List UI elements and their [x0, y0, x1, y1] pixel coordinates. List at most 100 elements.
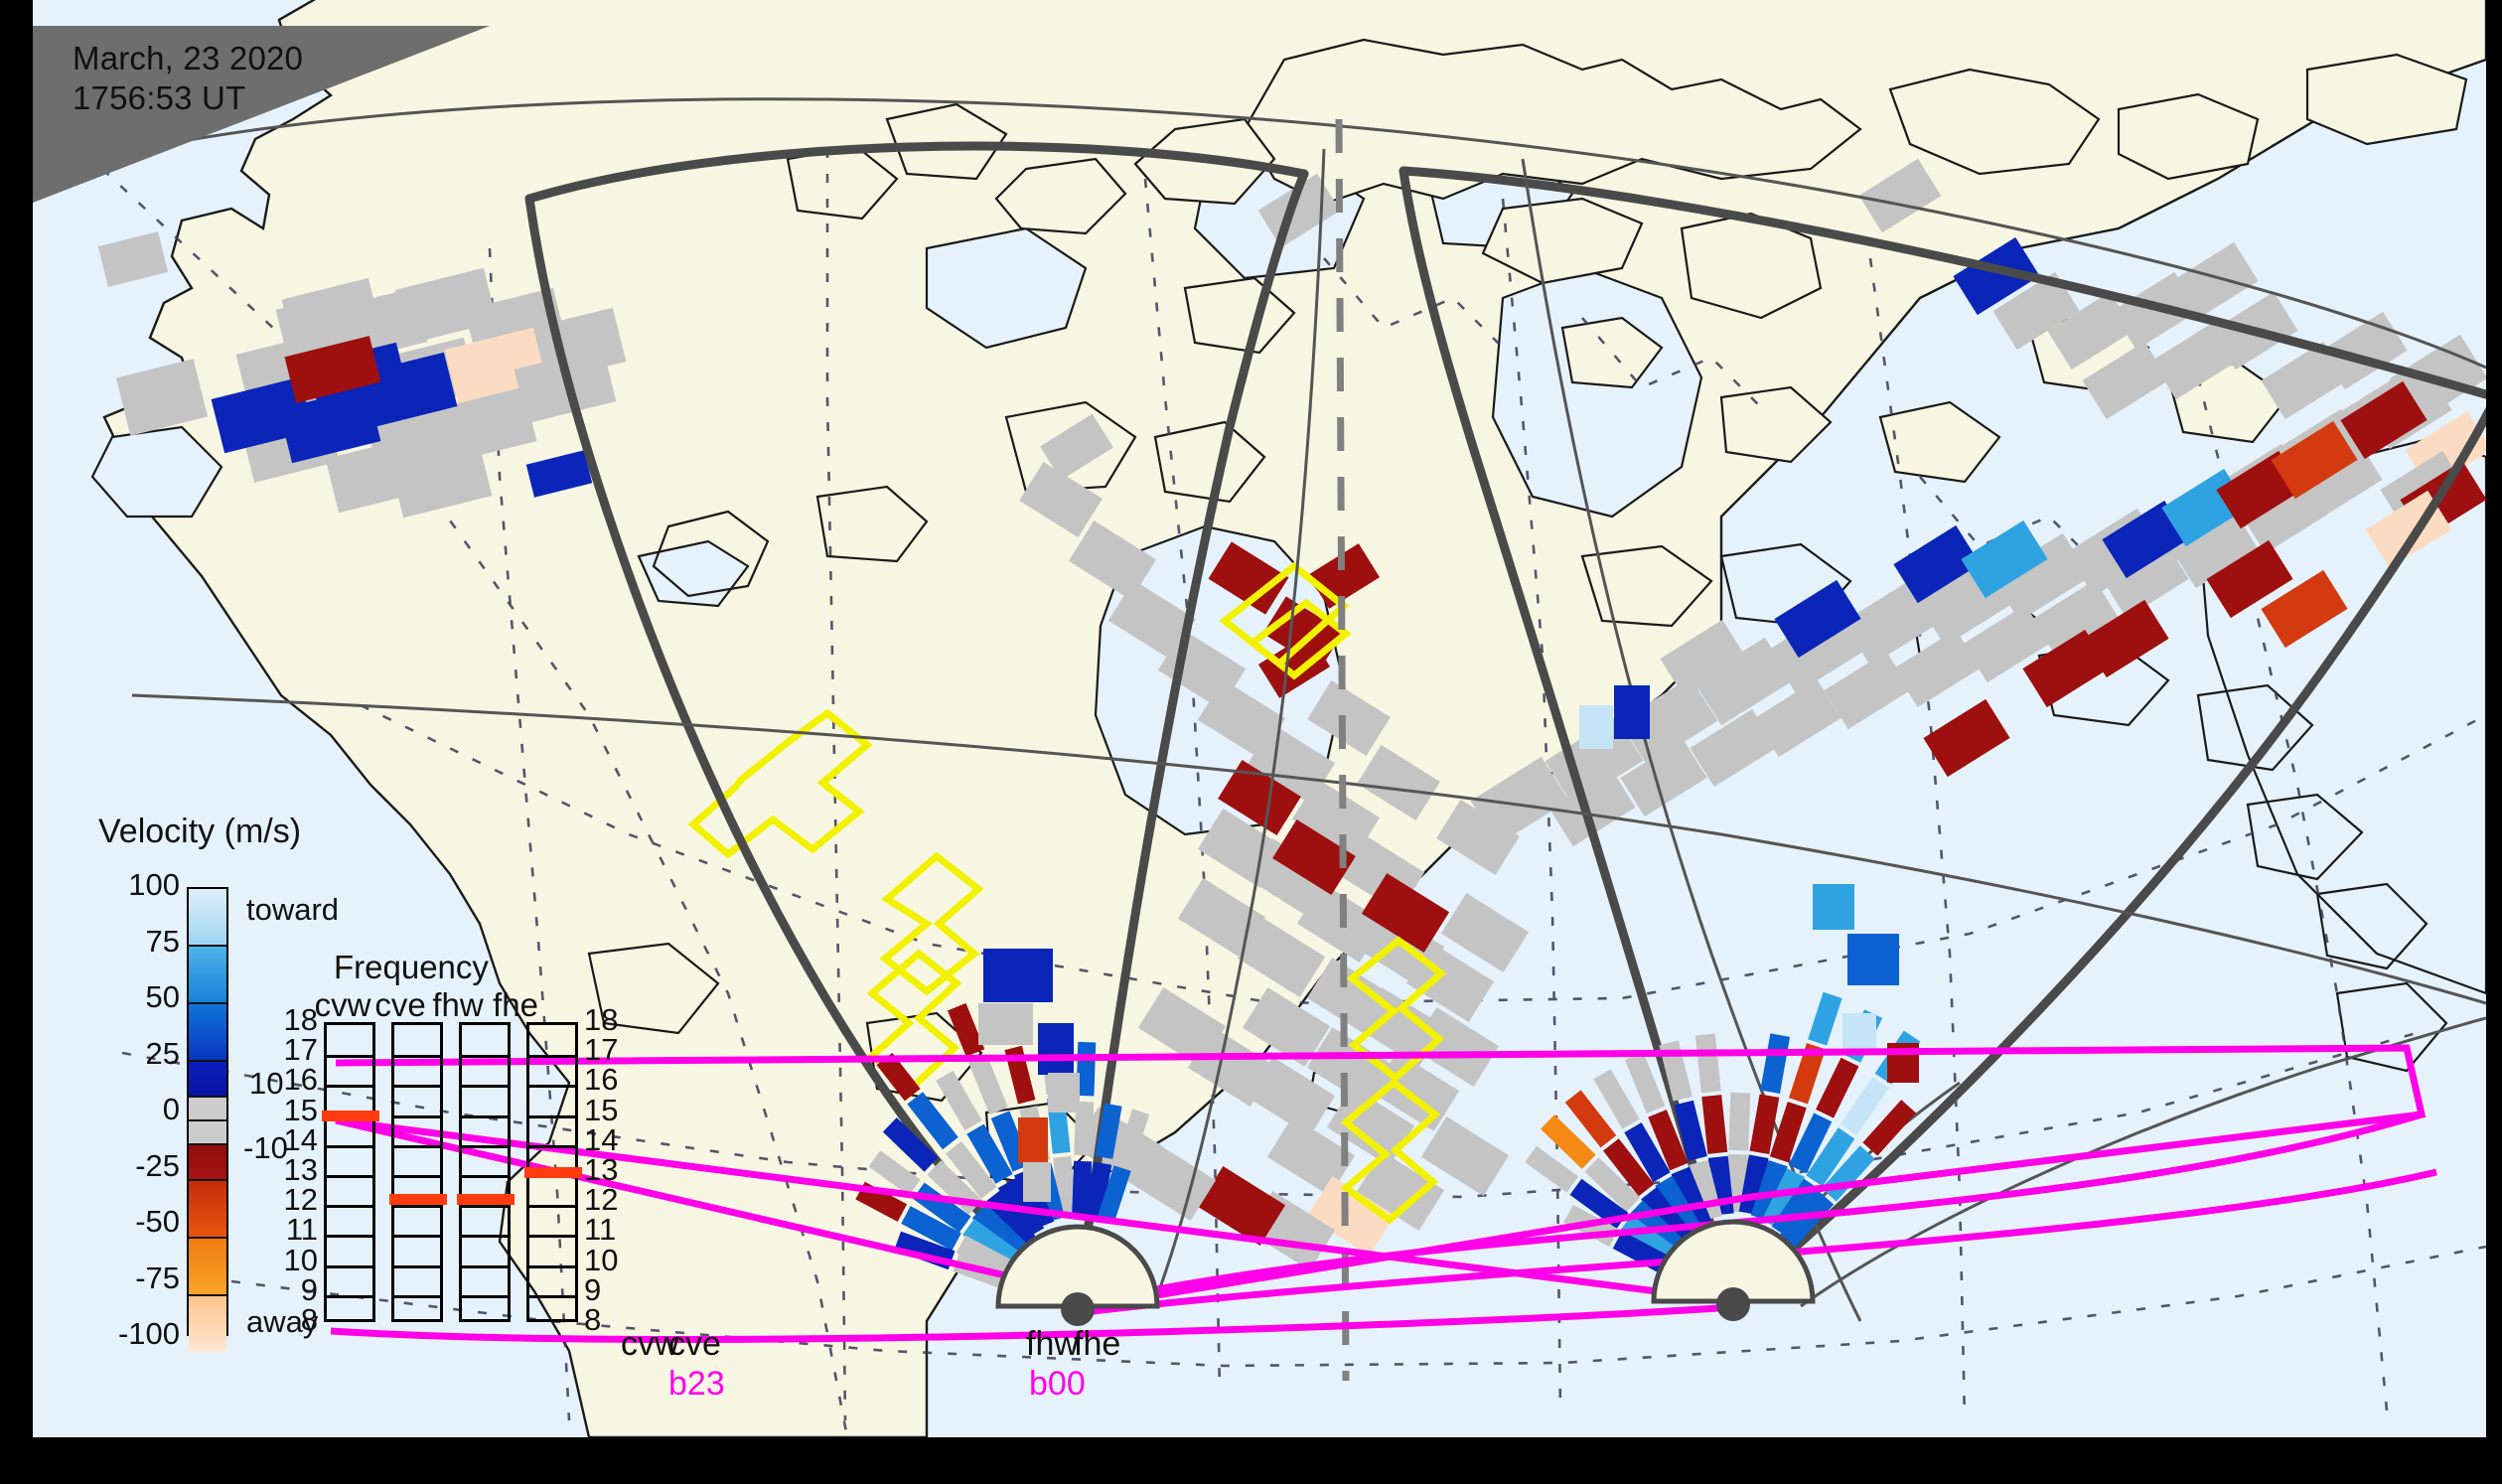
frequency-gridline [327, 1144, 372, 1148]
frequency-tick-left-13: 13 [283, 1152, 318, 1187]
frequency-tick-right-16: 16 [584, 1062, 619, 1098]
frequency-gridline [327, 1264, 372, 1268]
radar-map-canvas[interactable]: March, 23 2020 1756:53 UT Velocity (m/s)… [33, 0, 2486, 1437]
velocity-tick--100: -100 [117, 1316, 180, 1351]
colorbar-band-7 [189, 1178, 226, 1237]
frequency-tick-right-9: 9 [584, 1271, 602, 1307]
frequency-tick-right-12: 12 [584, 1182, 619, 1218]
frequency-tick-left-15: 15 [283, 1092, 318, 1127]
frequency-gridline [394, 1085, 440, 1089]
frequency-gridline [529, 1085, 575, 1089]
frequency-gridline [327, 1205, 372, 1209]
frequency-gridline [394, 1175, 440, 1178]
frequency-gridline [327, 1055, 372, 1059]
frequency-column-header-cvw: cvw [314, 986, 371, 1023]
frequency-gridline [327, 1294, 372, 1298]
velocity-tick-75: 75 [145, 923, 180, 959]
frequency-columns[interactable] [322, 1022, 582, 1322]
frequency-tick-right-11: 11 [584, 1212, 617, 1248]
velocity-threshold-pos-label: 10 [249, 1066, 284, 1101]
frequency-gridline [394, 1114, 440, 1118]
velocity-tick--50: -50 [135, 1204, 180, 1239]
colorbar-band-5 [189, 1118, 226, 1144]
frequency-gridline [529, 1205, 575, 1209]
radar-station-markers [995, 1219, 1816, 1326]
velocity-tick-25: 25 [145, 1035, 180, 1071]
frequency-ticks-left: 18 17 16 15 14 13 12 11 10 9 8 [258, 1002, 318, 1337]
frequency-tick-right-10: 10 [584, 1242, 619, 1277]
frequency-gridline [394, 1264, 440, 1268]
frequency-column-header-cve: cve [374, 986, 426, 1023]
colorbar-band-1 [189, 945, 226, 1002]
velocity-tick-0: 0 [162, 1092, 180, 1126]
highlighted-cell-contours [687, 561, 1447, 1225]
frequency-tick-left-12: 12 [283, 1182, 318, 1218]
frequency-gridline [529, 1294, 575, 1298]
colorbar-band-9 [189, 1293, 226, 1352]
frequency-gridline [394, 1205, 440, 1209]
frequency-gridline [462, 1114, 508, 1118]
frequency-tick-right-14: 14 [584, 1121, 619, 1157]
colorbar-band-3 [189, 1060, 226, 1096]
frequency-gridline [462, 1144, 508, 1148]
frequency-tick-left-14: 14 [283, 1121, 318, 1157]
midnight-meridian [1335, 118, 1350, 1382]
frequency-column-fhe[interactable] [524, 1022, 582, 1322]
frequency-tick-left-17: 17 [283, 1032, 318, 1068]
station-label-cve: cve [668, 1325, 721, 1363]
velocity-tick-50: 50 [145, 979, 180, 1014]
frequency-gridline [529, 1144, 575, 1148]
beam-label-b00: b00 [1029, 1365, 1086, 1403]
frequency-gridline [327, 1085, 372, 1089]
station-label-cvw: cvw [621, 1325, 679, 1363]
frequency-panel: Frequency cvw cve fhw fhe 18 17 16 15 14 13 12 11 1… [284, 949, 619, 1346]
frequency-column-fhw[interactable] [457, 1022, 515, 1322]
velocity-tick--25: -25 [135, 1147, 180, 1183]
frequency-marker-fhw [457, 1194, 515, 1206]
frequency-ticks-right: 18 17 16 15 14 13 12 11 10 9 8 [584, 1002, 644, 1337]
frequency-gridline [462, 1085, 508, 1089]
velocity-legend-title: Velocity (m/s) [98, 813, 302, 850]
frequency-column-cvw[interactable] [322, 1022, 379, 1322]
frequency-gridline [529, 1235, 575, 1239]
station-label-fhe: fhe [1074, 1325, 1121, 1363]
frequency-marker-fhe [524, 1166, 582, 1178]
frequency-tick-right-18: 18 [584, 1002, 619, 1037]
frequency-gridline [462, 1205, 508, 1209]
frequency-tick-right-15: 15 [584, 1092, 619, 1127]
frequency-gridline [529, 1114, 575, 1118]
frequency-gridline [394, 1235, 440, 1239]
station-label-fhw: fhw [1026, 1325, 1079, 1363]
frequency-column-cve[interactable] [389, 1022, 447, 1322]
frequency-tick-left-9: 9 [300, 1271, 318, 1307]
frequency-gridline [462, 1055, 508, 1059]
frequency-panel-title: Frequency [334, 949, 489, 985]
velocity-colorbar[interactable] [187, 887, 228, 1352]
colorbar-band-8 [189, 1236, 226, 1294]
frequency-tick-left-10: 10 [283, 1242, 318, 1277]
colorbar-band-0 [189, 889, 226, 945]
velocity-away-label: away [246, 1304, 319, 1339]
frequency-tick-right-17: 17 [584, 1032, 619, 1068]
frequency-gridline [394, 1144, 440, 1148]
frequency-column-header-fhe: fhe [493, 986, 538, 1023]
frequency-column-header-fhw: fhw [432, 986, 484, 1023]
frequency-gridline [394, 1294, 440, 1298]
frequency-gridline [462, 1175, 508, 1178]
frequency-marker-cve [389, 1194, 447, 1206]
arctic-islands [786, 38, 2468, 484]
frequency-gridline [462, 1294, 508, 1298]
velocity-threshold-neg-label: -10 [243, 1130, 288, 1165]
frequency-tick-left-16: 16 [283, 1062, 318, 1098]
colorbar-band-4 [189, 1095, 226, 1119]
frequency-marker-cvw [322, 1110, 379, 1121]
frequency-gridline [327, 1175, 372, 1178]
map-graphics [90, 0, 2486, 1437]
frequency-gridline [529, 1264, 575, 1268]
frequency-gridline [462, 1264, 508, 1268]
frequency-tick-right-8: 8 [584, 1302, 602, 1337]
velocity-colorbar-ticks: 100 75 50 25 0 -25 -50 -75 -100 [53, 867, 180, 1351]
velocity-toward-label: toward [246, 892, 340, 927]
beam-label-b23: b23 [668, 1365, 725, 1403]
